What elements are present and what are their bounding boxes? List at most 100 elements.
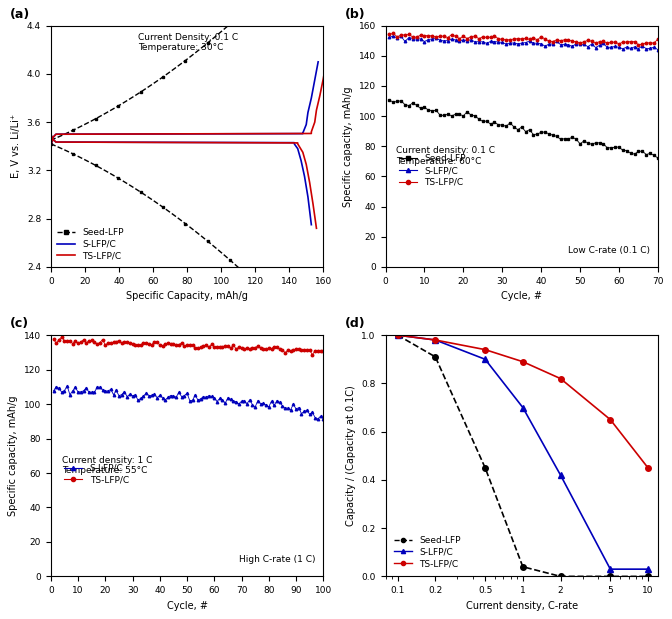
S-LFP/C: [471, 38, 479, 46]
Text: Current Density: 0.1 C
Temperature: 30°C: Current Density: 0.1 C Temperature: 30°C: [138, 33, 238, 52]
Text: Current density: 1 C
Temperature: 55°C: Current density: 1 C Temperature: 55°C: [62, 456, 152, 475]
S-LFP/C: [47, 142, 55, 150]
Text: Current density: 0.1 C
Temperature: 60°C: Current density: 0.1 C Temperature: 60°C: [396, 146, 495, 166]
Line: S-LFP/C: S-LFP/C: [52, 385, 325, 420]
TS-LFP/C: [121, 131, 129, 138]
TS-LFP/C: [452, 33, 460, 40]
S-LFP/C: [192, 130, 200, 137]
Seed-LFP: [606, 573, 614, 580]
Y-axis label: Capacity / (Capacity at 0.1C): Capacity / (Capacity at 0.1C): [346, 386, 356, 526]
S-LFP/C: [615, 44, 623, 51]
TS-LFP/C: [519, 358, 527, 365]
S-LFP/C: [192, 391, 200, 399]
S-LFP/C: [119, 131, 127, 138]
S-LFP/C: [104, 387, 112, 394]
Seed-LFP: [243, 5, 251, 12]
TS-LFP/C: [47, 142, 55, 150]
Seed-LFP: [519, 563, 527, 571]
TS-LFP/C: [502, 36, 510, 43]
Line: TS-LFP/C: TS-LFP/C: [52, 336, 325, 356]
TS-LFP/C: [394, 331, 402, 339]
Line: S-LFP/C: S-LFP/C: [395, 332, 650, 572]
S-LFP/C: [213, 398, 221, 405]
Seed-LFP: [448, 112, 456, 119]
TS-LFP/C: [77, 131, 85, 138]
TS-LFP/C: [213, 343, 221, 350]
Text: High C-rate (1 C): High C-rate (1 C): [239, 555, 315, 565]
Text: Low C-rate (0.1 C): Low C-rate (0.1 C): [568, 246, 650, 255]
S-LFP/C: [606, 565, 614, 573]
Text: (b): (b): [345, 8, 366, 21]
Seed-LFP: [145, 83, 153, 90]
Seed-LFP: [534, 131, 542, 138]
S-LFP/C: [619, 45, 627, 53]
Line: TS-LFP/C: TS-LFP/C: [51, 59, 327, 146]
TS-LFP/C: [123, 131, 131, 138]
S-LFP/C: [63, 383, 71, 390]
S-LFP/C: [50, 387, 58, 394]
S-LFP/C: [481, 355, 489, 363]
Seed-LFP: [394, 331, 402, 339]
TS-LFP/C: [471, 32, 479, 40]
TS-LFP/C: [606, 416, 614, 423]
TS-LFP/C: [308, 351, 317, 358]
TS-LFP/C: [58, 334, 66, 341]
X-axis label: Cycle, #: Cycle, #: [501, 291, 542, 301]
Seed-LFP: [615, 143, 623, 150]
S-LFP/C: [389, 32, 397, 40]
S-LFP/C: [431, 336, 439, 344]
TS-LFP/C: [389, 30, 397, 37]
Seed-LFP: [644, 573, 652, 580]
S-LFP/C: [319, 415, 327, 422]
TS-LFP/C: [50, 335, 58, 343]
Legend: S-LFP/C, TS-LFP/C: S-LFP/C, TS-LFP/C: [61, 461, 132, 488]
TS-LFP/C: [300, 346, 308, 353]
S-LFP/C: [189, 130, 197, 137]
Seed-LFP: [179, 59, 187, 66]
Line: S-LFP/C: S-LFP/C: [51, 62, 318, 146]
S-LFP/C: [314, 415, 322, 423]
S-LFP/C: [537, 40, 545, 48]
S-LFP/C: [134, 131, 142, 138]
Seed-LFP: [190, 50, 198, 58]
S-LFP/C: [308, 409, 317, 416]
S-LFP/C: [115, 392, 123, 399]
Legend: Seed-LFP, S-LFP/C, TS-LFP/C: Seed-LFP, S-LFP/C, TS-LFP/C: [390, 532, 464, 572]
S-LFP/C: [654, 46, 662, 53]
S-LFP/C: [300, 408, 308, 415]
TS-LFP/C: [431, 336, 439, 344]
Line: TS-LFP/C: TS-LFP/C: [388, 32, 659, 46]
Text: (a): (a): [10, 8, 30, 21]
TS-LFP/C: [634, 41, 642, 48]
S-LFP/C: [519, 404, 527, 411]
Line: Seed-LFP: Seed-LFP: [388, 99, 659, 159]
TS-LFP/C: [224, 130, 232, 137]
Y-axis label: Specific capacity, mAh/g: Specific capacity, mAh/g: [343, 86, 353, 207]
TS-LFP/C: [481, 346, 489, 353]
TS-LFP/C: [644, 464, 652, 472]
TS-LFP/C: [153, 130, 161, 137]
TS-LFP/C: [192, 344, 200, 352]
Seed-LFP: [47, 137, 55, 144]
S-LFP/C: [65, 131, 73, 138]
Seed-LFP: [467, 111, 475, 119]
Seed-LFP: [556, 573, 564, 580]
TS-LFP/C: [619, 38, 627, 46]
S-LFP/C: [644, 565, 652, 573]
Seed-LFP: [654, 154, 662, 162]
Line: Seed-LFP: Seed-LFP: [50, 0, 274, 142]
TS-LFP/C: [311, 347, 319, 355]
S-LFP/C: [394, 331, 402, 339]
TS-LFP/C: [319, 347, 327, 355]
Y-axis label: E, V vs. Li/Li⁺: E, V vs. Li/Li⁺: [11, 115, 22, 178]
S-LFP/C: [452, 37, 460, 44]
X-axis label: Specific Capacity, mAh/g: Specific Capacity, mAh/g: [126, 291, 248, 301]
TS-LFP/C: [323, 56, 331, 63]
TS-LFP/C: [104, 339, 112, 347]
TS-LFP/C: [424, 32, 432, 40]
S-LFP/C: [314, 58, 322, 66]
Seed-LFP: [611, 144, 619, 151]
Y-axis label: Specific capacity, mAh/g: Specific capacity, mAh/g: [8, 396, 18, 516]
X-axis label: Current density, C-rate: Current density, C-rate: [466, 600, 578, 611]
Text: (c): (c): [10, 318, 29, 331]
